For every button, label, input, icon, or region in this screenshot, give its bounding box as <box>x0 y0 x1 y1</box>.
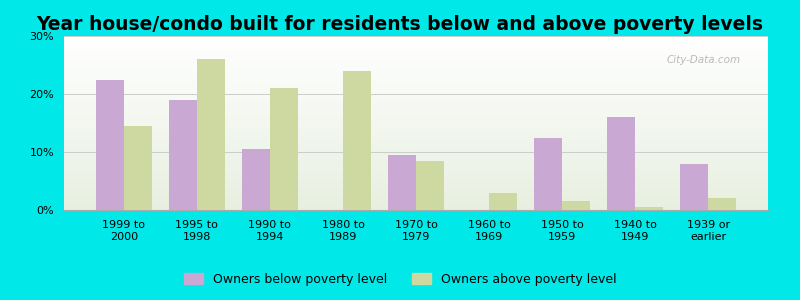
Text: City-Data.com: City-Data.com <box>667 55 741 65</box>
Bar <box>197 59 225 210</box>
Bar <box>607 117 635 210</box>
Bar <box>124 126 151 210</box>
Bar <box>169 100 197 210</box>
Bar <box>242 149 270 210</box>
Bar <box>562 201 590 210</box>
Bar <box>489 193 517 210</box>
Bar <box>534 137 562 210</box>
Bar <box>635 207 663 210</box>
Bar <box>388 155 416 210</box>
Text: Year house/condo built for residents below and above poverty levels: Year house/condo built for residents bel… <box>37 15 763 34</box>
Legend: Owners below poverty level, Owners above poverty level: Owners below poverty level, Owners above… <box>179 268 621 291</box>
Bar <box>96 80 124 210</box>
Bar <box>681 164 708 210</box>
Bar <box>708 198 736 210</box>
Bar <box>343 71 370 210</box>
Bar <box>270 88 298 210</box>
Bar <box>416 161 444 210</box>
